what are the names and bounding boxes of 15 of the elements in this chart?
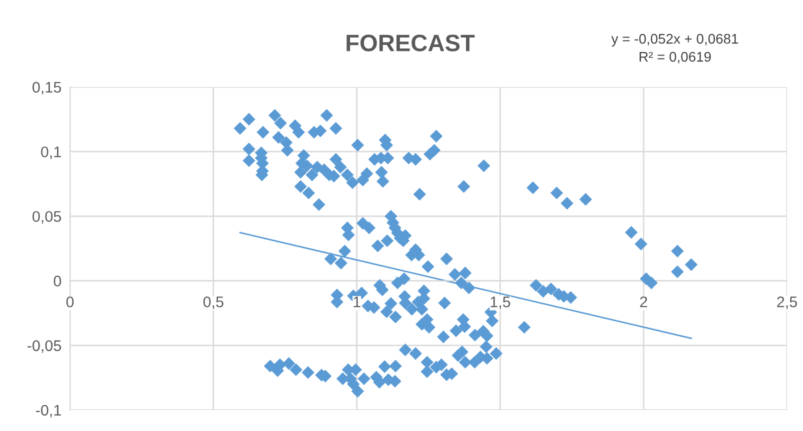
y-tick-label: -0,1 [36,404,61,418]
x-tick-label: 1 [354,296,360,308]
text: R² = 0,0619 [640,52,711,64]
chart-title: FORECAST [346,34,475,52]
y-tick-label: 0,1 [41,146,61,160]
y-tick-label: 0 [54,276,62,286]
x-tick-label: 2 [640,296,648,308]
x-tick-label: 0,5 [203,296,224,310]
y-tick-label: -0,05 [28,340,62,353]
x-tick-label: 1,5 [490,296,510,310]
text: y = -0,052x + 0,0681 [611,34,738,46]
x-tick-label: 0 [66,296,74,308]
x-tick-label: 2,5 [777,296,797,310]
y-tick-label: 0,15 [32,82,62,94]
y-tick-label: 0,05 [32,211,62,224]
